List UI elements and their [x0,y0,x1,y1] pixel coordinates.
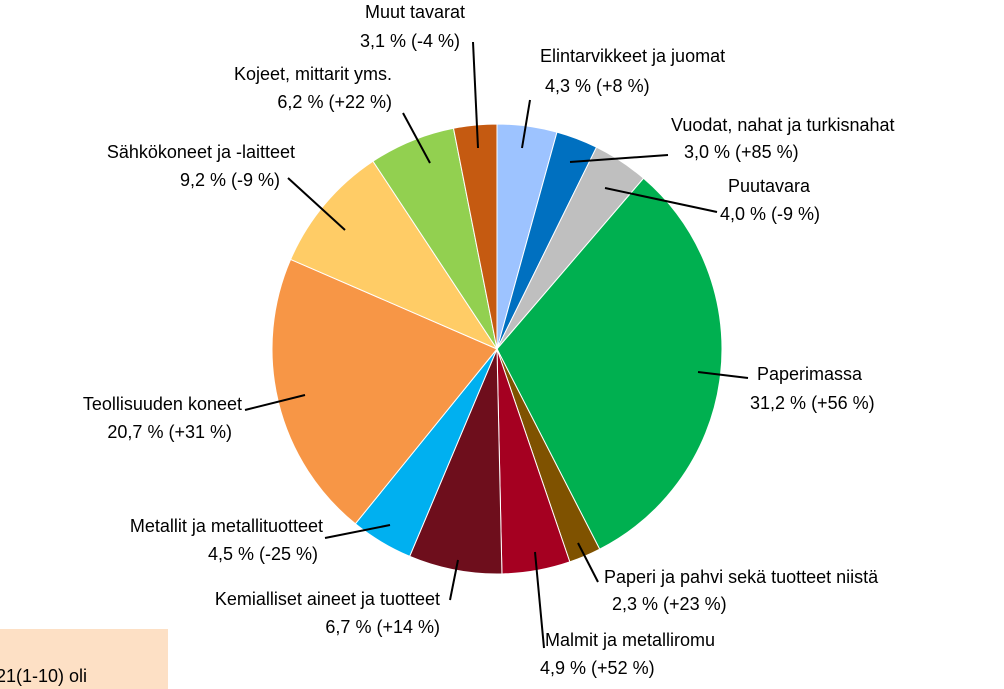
slice-name: Kemialliset aineet ja tuotteet [215,589,440,609]
value-label: 9,2 % [180,170,226,190]
slice-label: 3,0 % (+85 %) [684,142,799,162]
slice-name: Vuodat, nahat ja turkisnahat [671,115,895,135]
note-box [0,629,168,689]
slice-name: Malmit ja metalliromu [545,630,715,650]
slice-label: 4,0 % (-9 %) [720,204,820,224]
slice-label: 2,3 % (+23 %) [612,594,727,614]
slice-label: 9,2 % (-9 %) [180,170,280,190]
leader-line [569,154,669,163]
change-label: (-9 %) [771,204,820,224]
change-label: (-4 %) [411,31,460,51]
slice-label: 6,7 % (+14 %) [325,617,440,637]
change-label: (+14 %) [376,617,440,637]
change-label: (+52 %) [591,658,655,678]
value-label: 6,7 % [325,617,371,637]
value-label: 3,1 % [360,31,406,51]
change-label: (+56 %) [811,393,875,413]
slice-name: Kojeet, mittarit yms. [234,64,392,84]
value-label: 3,0 % [684,142,730,162]
slice-name: Muut tavarat [365,2,465,22]
slice-label: 4,9 % (+52 %) [540,658,655,678]
change-label: (-25 %) [259,544,318,564]
slice-name: Metallit ja metallituotteet [130,516,323,536]
leader-line [577,542,599,583]
value-label: 4,0 % [720,204,766,224]
slice-name: Puutavara [728,176,811,196]
change-label: (+8 %) [596,76,650,96]
slice-name: Paperimassa [757,364,863,384]
leader-line [244,394,306,411]
change-label: (-9 %) [231,170,280,190]
leader-line [534,551,545,649]
slice-name: Paperi ja pahvi sekä tuotteet niistä [604,567,879,587]
slice-label: 6,2 % (+22 %) [277,92,392,112]
change-label: (+23 %) [663,594,727,614]
change-label: (+85 %) [735,142,799,162]
change-label: (+31 %) [168,422,232,442]
leader-line [402,112,431,164]
leader-line [324,524,391,539]
value-label: 6,2 % [277,92,323,112]
slice-label: 31,2 % (+56 %) [750,393,875,413]
slice-label: 20,7 % (+31 %) [107,422,232,442]
value-label: 4,3 % [545,76,591,96]
pie-slice [452,123,498,350]
slice-label: 4,5 % (-25 %) [208,544,318,564]
value-label: 20,7 % [107,422,163,442]
change-label: (+22 %) [328,92,392,112]
leader-line [449,559,459,601]
value-label: 2,3 % [612,594,658,614]
leader-line [521,99,531,149]
note: 21(1-10) oli [0,666,87,686]
pie-slice [289,160,499,351]
leader-line [287,177,346,231]
slice-name: Teollisuuden koneet [83,394,242,414]
slice-label: 3,1 % (-4 %) [360,31,460,51]
value-label: 4,5 % [208,544,254,564]
slice-label: 4,3 % (+8 %) [545,76,650,96]
leader-line [697,371,749,379]
value-label: 31,2 % [750,393,806,413]
slice-name: Elintarvikkeet ja juomat [540,46,725,66]
leader-line [604,187,718,213]
leader-line [472,41,479,149]
value-label: 4,9 % [540,658,586,678]
slice-name: Sähkökoneet ja -laitteet [107,142,295,162]
